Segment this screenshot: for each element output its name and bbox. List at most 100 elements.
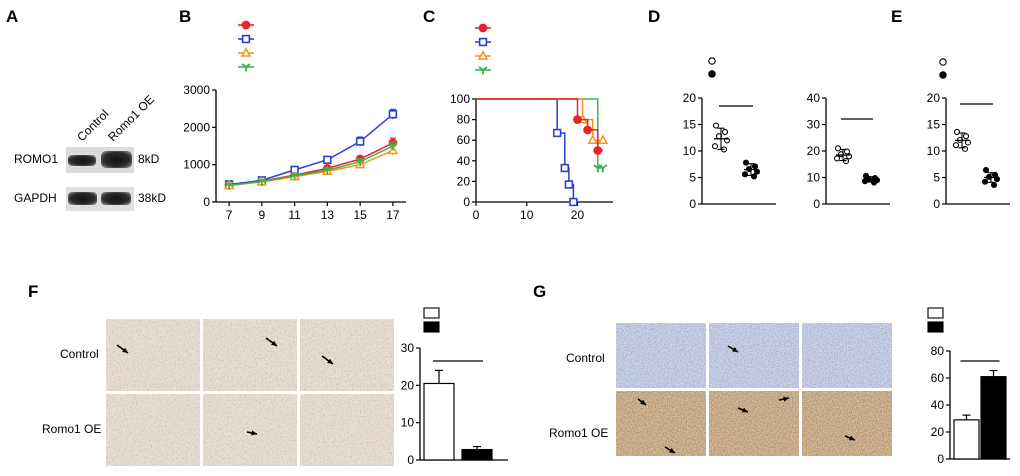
data-point-3-2 [290,172,300,181]
legend-marker-1 [241,34,251,44]
panel-letter-g: G [533,282,546,301]
legend-marker-3 [241,63,251,72]
y-tick-label: 30 [807,118,821,132]
panel-a: A Control Romo1 OE ROMO1 GAPDH 8kD 38kD [6,7,166,211]
x-tick-label: 20 [571,208,585,222]
bar-1 [461,448,493,461]
legend-swatch-0 [927,307,944,319]
ihc-row-label-romo1-oe: Romo1 OE [42,422,101,436]
y-tick-label: 0 [407,453,414,467]
panel-b-tumor-volume-chart: B 7 9 11 13 15 17 0 1000 2000 3000 [179,7,406,222]
y-tick-label: 5 [689,171,696,185]
dot-0-4 [711,143,719,150]
y-tick-label: 0 [937,452,944,466]
y-tick-label: 80 [457,113,471,127]
arrowhead-1 [271,340,277,346]
y-tick-label: 1000 [183,158,210,172]
y-tick-label: 10 [683,144,697,158]
x-tick-label: 15 [353,208,367,222]
ihc-tile-texture-r0-c2 [802,323,892,388]
dot-1-0 [742,159,750,166]
arrowhead-1 [640,399,646,405]
survival-line-1 [476,98,575,202]
x-tick-label: 7 [226,208,233,222]
panel-d-cd8-dot-plot: 0 10 20 30 40 [807,91,890,211]
blot-band-romo1-control [68,155,96,166]
bar-0 [423,382,455,461]
y-tick-label: 60 [931,371,945,385]
survival-marker-1-1 [560,163,569,173]
ihc-row-label-control: Control [60,347,99,361]
data-point-3-0 [224,181,234,190]
y-tick-label: 15 [683,118,697,132]
y-tick-label: 15 [927,118,941,132]
ihc-tile-texture-r0-c1 [709,323,799,388]
arrowhead-3 [251,430,257,436]
arrowhead-2 [742,407,748,413]
legend-marker-0 [939,58,947,66]
dot-0-0 [712,122,720,129]
blot-band-romo1-oe [101,151,132,168]
arrowhead-5 [849,435,855,441]
ihc-row-label-romo1-oe-g: Romo1 OE [549,426,608,440]
data-point-1-5 [388,110,398,119]
dot-0-0 [953,128,961,135]
panel-letter-c: C [423,7,435,26]
y-tick-label: 40 [457,154,471,168]
y-tick-label: 5 [933,171,940,185]
bar-0 [953,419,980,460]
y-tick-label: 0 [813,197,820,211]
legend-marker-0 [708,57,716,65]
x-tick-label: 13 [321,208,335,222]
ihc-image-grid-f [106,319,394,466]
legend-marker-0 [478,23,488,33]
bar-1 [980,376,1007,460]
panel-letter-f: F [28,282,38,301]
panel-letter-d: D [648,7,660,26]
ihc-tile-texture-r1-c0 [106,394,200,466]
legend-marker-1 [478,37,488,47]
y-tick-label: 20 [401,378,415,392]
legend-swatch-1 [423,321,440,333]
y-tick-label: 20 [457,174,471,188]
x-tick-label: 17 [386,208,400,222]
ihc-tile-texture-r1-c1 [203,394,297,466]
legend-marker-1 [939,71,947,79]
blot-size-label-gapdh: 38kD [138,191,166,205]
blot-column-label-control: Control [74,107,111,144]
y-tick-label: 20 [683,91,697,105]
survival-line-0 [476,98,603,152]
y-tick-label: 3000 [183,83,210,97]
y-tick-label: 20 [807,144,821,158]
dot-0-5 [961,145,969,152]
y-tick-label: 40 [807,91,821,105]
panel-letter-b: B [179,7,191,26]
y-tick-label: 100 [450,92,470,106]
panel-f-cd3-bar-chart: 0 10 20 30 [401,307,508,467]
y-tick-label: 80 [931,344,945,358]
blot-band-gapdh-oe [101,192,131,205]
survival-marker-0-2 [593,146,603,155]
legend-marker-2 [240,47,252,57]
data-point-1-4 [355,137,365,146]
dot-0-1 [962,133,970,140]
data-point-3-4 [355,157,365,167]
data-point-1-3 [323,155,332,165]
panel-c-survival-chart: C 0 10 20 0 20 40 60 80 100 [423,7,613,222]
x-tick-label: 11 [288,208,301,222]
dot-0-4 [952,142,960,149]
panel-g-ki67-bar-chart: 0 20 40 60 80 [927,307,1010,466]
blot-row-label-gapdh: GAPDH [14,191,57,205]
y-tick-label: 0 [689,197,696,211]
arrowhead-0 [122,347,128,353]
survival-marker-2-1 [587,134,598,144]
blot-column-label-romo1-oe: Romo1 OE [105,92,157,144]
survival-marker-1-0 [552,128,562,138]
dot-1-5 [990,181,998,188]
y-tick-label: 2000 [183,120,210,134]
dot-1-1 [751,163,759,170]
blot-band-gapdh-control [68,192,97,205]
survival-marker-3-1 [598,164,608,173]
y-tick-label: 30 [401,341,415,355]
